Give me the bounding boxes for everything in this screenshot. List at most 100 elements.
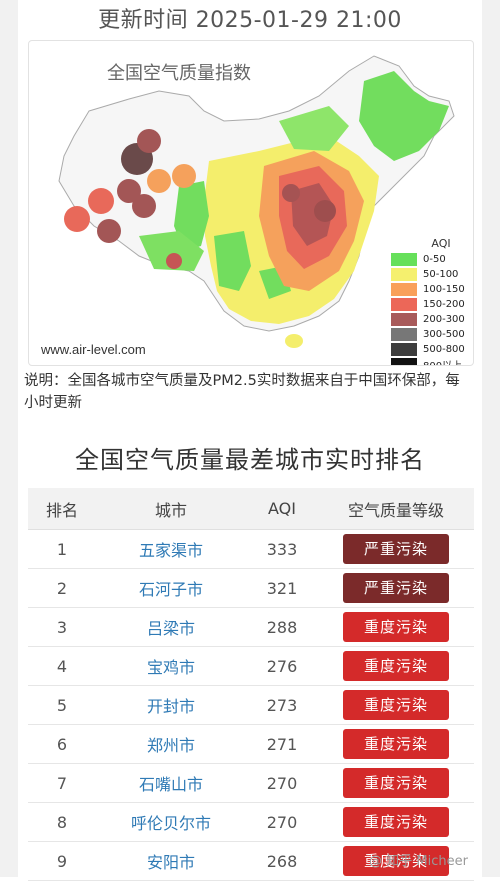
left-gutter (0, 0, 18, 877)
aqi-cell: 268 (246, 841, 318, 881)
legend-swatch (391, 268, 417, 281)
legend-swatch (391, 313, 417, 326)
right-gutter (482, 0, 500, 877)
map-hotspot-xj-2 (64, 206, 90, 232)
rank-cell: 6 (28, 724, 96, 764)
city-link[interactable]: 开封市 (96, 685, 246, 725)
map-title: 全国空气质量指数 (107, 63, 251, 84)
legend-label: 150-200 (423, 299, 465, 310)
level-cell: 重度污染 (318, 841, 474, 881)
level-cell: 重度污染 (318, 607, 474, 647)
level-badge: 重度污染 (343, 768, 449, 798)
table-row: 6 郑州市 271 重度污染 (28, 724, 474, 764)
map-hotspot-xj-4 (147, 169, 171, 193)
legend-item: 100-150 (391, 282, 469, 297)
aqi-cell: 270 (246, 763, 318, 803)
map-hotspot-xj-6 (117, 179, 141, 203)
city-link[interactable]: 五家渠市 (96, 529, 246, 569)
legend-item: 150-200 (391, 297, 469, 312)
aqi-cell: 276 (246, 646, 318, 686)
aqi-cell: 271 (246, 724, 318, 764)
table-row: 3 吕梁市 288 重度污染 (28, 607, 474, 647)
rank-cell: 8 (28, 802, 96, 842)
table-row: 7 石嘴山市 270 重度污染 (28, 763, 474, 803)
table-row: 5 开封市 273 重度污染 (28, 685, 474, 725)
level-badge: 重度污染 (343, 807, 449, 837)
map-hotspot-lhasa (166, 253, 182, 269)
legend-swatch (391, 343, 417, 356)
level-badge: 重度污染 (343, 690, 449, 720)
rank-cell: 9 (28, 841, 96, 881)
table-row: 1 五家渠市 333 严重污染 (28, 529, 474, 569)
map-source-url[interactable]: www.air-level.com (41, 342, 146, 357)
legend-swatch (391, 298, 417, 311)
city-link[interactable]: 郑州市 (96, 724, 246, 764)
aqi-cell: 321 (246, 568, 318, 608)
level-cell: 重度污染 (318, 724, 474, 764)
level-badge: 重度污染 (343, 651, 449, 681)
aqi-cell: 273 (246, 685, 318, 725)
city-link[interactable]: 呼伦贝尔市 (96, 802, 246, 842)
legend-label: 500-800 (423, 344, 465, 355)
level-cell: 重度污染 (318, 646, 474, 686)
city-link[interactable]: 石嘴山市 (96, 763, 246, 803)
map-region-darkred (291, 183, 334, 246)
rank-cell: 3 (28, 607, 96, 647)
map-hotspot-urumqi (137, 129, 161, 153)
map-region-green-n (279, 106, 349, 151)
legend-item: 200-300 (391, 312, 469, 327)
page-content: 更新时间 2025-01-29 21:00 (18, 0, 482, 881)
china-aqi-map (58, 55, 455, 348)
legend-label: 0-50 (423, 254, 446, 265)
city-link[interactable]: 宝鸡市 (96, 646, 246, 686)
map-hotspot-xj-5 (172, 164, 196, 188)
level-cell: 严重污染 (318, 529, 474, 569)
level-badge: 重度污染 (343, 729, 449, 759)
level-badge: 严重污染 (343, 573, 449, 603)
data-source-note: 说明：全国各城市空气质量及PM2.5实时数据来自于中国环保部，每小时更新 (24, 373, 460, 411)
aqi-cell: 270 (246, 802, 318, 842)
level-badge: 重度污染 (343, 612, 449, 642)
level-cell: 严重污染 (318, 568, 474, 608)
city-link[interactable]: 吕梁市 (96, 607, 246, 647)
aqi-cell: 288 (246, 607, 318, 647)
ranking-title: 全国空气质量最差城市实时排名 (75, 446, 425, 474)
header-level: 空气质量等级 (318, 488, 474, 530)
legend-label: 200-300 (423, 314, 465, 325)
map-hotspot-shanxi (282, 184, 300, 202)
legend-item: 300-500 (391, 327, 469, 342)
table-row: 2 石河子市 321 严重污染 (28, 568, 474, 608)
rank-cell: 1 (28, 529, 96, 569)
map-hotspot-xj-7 (132, 194, 156, 218)
legend-item: 0-50 (391, 252, 469, 267)
level-cell: 重度污染 (318, 685, 474, 725)
map-region-green-sw (214, 231, 251, 291)
header-city: 城市 (96, 488, 246, 530)
city-link[interactable]: 安阳市 (96, 841, 246, 881)
map-hotspot-xj-1 (88, 188, 114, 214)
level-cell: 重度污染 (318, 802, 474, 842)
map-region-green-ne (359, 71, 449, 161)
map-region-green-tibet (139, 231, 204, 271)
table-row: 8 呼伦贝尔市 270 重度污染 (28, 802, 474, 842)
rank-cell: 5 (28, 685, 96, 725)
aqi-legend: AQI 0-50 50-100 100-150 150-200 200-300 300-5… (391, 237, 469, 365)
aqi-map-panel: 全国空气质量指数 AQI 0-50 50-100 100-150 150-200 200… (28, 40, 474, 366)
rank-cell: 2 (28, 568, 96, 608)
legend-swatch (391, 253, 417, 266)
legend-label: 300-500 (423, 329, 465, 340)
legend-label: 50-100 (423, 269, 459, 280)
table-row: 4 宝鸡市 276 重度污染 (28, 646, 474, 686)
legend-label: 800以上 (423, 357, 462, 365)
legend-item: 500-800 (391, 342, 469, 357)
table-header-row: 排名 城市 AQI 空气质量等级 (28, 488, 474, 530)
rank-cell: 4 (28, 646, 96, 686)
legend-item: 800以上 (391, 357, 469, 365)
legend-label: 100-150 (423, 284, 465, 295)
level-badge: 严重污染 (343, 534, 449, 564)
city-link[interactable]: 石河子市 (96, 568, 246, 608)
map-hotspot-xj-3 (97, 219, 121, 243)
legend-swatch (391, 328, 417, 341)
level-badge: 重度污染 (343, 846, 449, 876)
legend-item: 50-100 (391, 267, 469, 282)
